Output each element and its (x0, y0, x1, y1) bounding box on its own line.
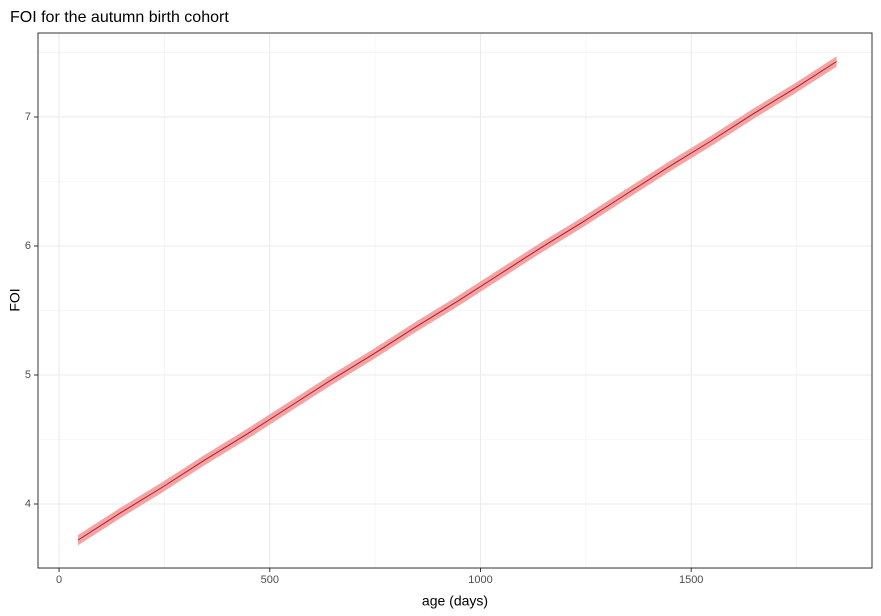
panel-border (37, 32, 873, 569)
chart-title: FOI for the autumn birth cohort (10, 9, 229, 26)
x-axis-title: age (days) (422, 593, 488, 609)
y-tick-label: 6 (25, 240, 31, 252)
x-tick-label: 500 (261, 574, 279, 586)
x-tick-label: 0 (56, 574, 62, 586)
x-tick-label: 1000 (468, 574, 492, 586)
confidence-band (78, 56, 837, 546)
line (77, 61, 837, 541)
y-tick-label: 5 (25, 369, 31, 381)
x-tick-label: 1500 (679, 574, 703, 586)
y-tick-label: 4 (25, 498, 31, 510)
y-tick-label: 7 (25, 111, 31, 123)
y-axis-title: FOI (7, 288, 23, 311)
